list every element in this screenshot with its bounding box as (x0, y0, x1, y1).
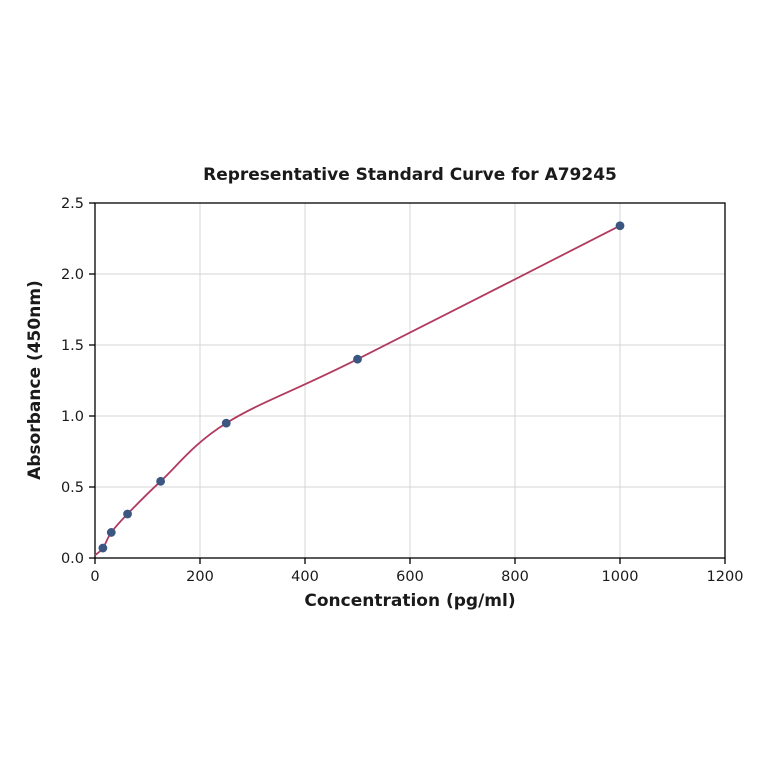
x-axis-label: Concentration (pg/ml) (304, 591, 515, 611)
gridlines (94, 202, 726, 559)
x-tick-label: 0 (90, 569, 99, 585)
y-tick-label: 2.0 (61, 267, 84, 283)
data-points (98, 221, 625, 553)
x-tick-label: 1200 (707, 569, 744, 585)
chart-title: Representative Standard Curve for A79245 (203, 165, 617, 185)
x-tick-label: 600 (396, 569, 424, 585)
y-tick-label: 1.0 (61, 409, 84, 425)
data-point (353, 354, 362, 364)
x-tick-label: 1000 (602, 569, 639, 585)
x-tick-label: 200 (186, 569, 214, 585)
y-tick-label: 0.5 (61, 480, 84, 496)
y-tick-label: 0.0 (61, 551, 84, 567)
x-tick-label: 400 (291, 569, 319, 585)
data-point (123, 509, 132, 519)
axis-ticks (89, 202, 726, 564)
data-point (615, 221, 625, 231)
data-point (98, 543, 108, 553)
y-tick-label: 2.5 (61, 196, 84, 212)
y-axis-label: Absorbance (450nm) (25, 280, 45, 480)
tick-labels: 0 200 400 600 800 1000 1200 0.0 0.5 1.0 1.5 2.0 2.5 (61, 196, 744, 585)
data-point (221, 418, 231, 428)
fit-curve (94, 224, 621, 556)
data-point (156, 476, 166, 486)
x-tick-label: 800 (501, 569, 529, 585)
data-point (106, 528, 116, 537)
y-tick-label: 1.5 (61, 338, 84, 354)
